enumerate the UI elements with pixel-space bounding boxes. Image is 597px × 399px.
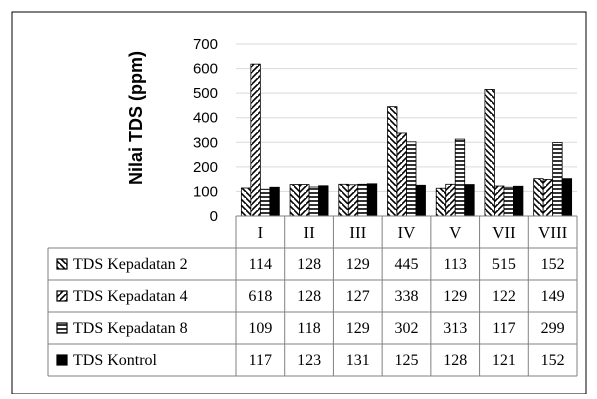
bar bbox=[503, 186, 514, 217]
bar bbox=[494, 185, 505, 217]
data-label: 128 bbox=[297, 288, 321, 305]
y-tick-label: 700 bbox=[193, 36, 218, 53]
legend-swatch bbox=[56, 258, 68, 270]
category-label: VII bbox=[492, 223, 516, 242]
y-tick-label: 100 bbox=[193, 183, 218, 200]
legend-swatch bbox=[56, 322, 68, 334]
y-tick-label: 300 bbox=[193, 134, 218, 151]
bar bbox=[484, 89, 495, 217]
data-label: 122 bbox=[492, 288, 516, 305]
y-tick-label: 0 bbox=[210, 208, 218, 225]
bar bbox=[240, 187, 252, 217]
y-tick-label: 600 bbox=[193, 61, 218, 78]
legend-swatch bbox=[56, 354, 68, 366]
bars bbox=[240, 63, 573, 217]
category-label: I bbox=[258, 223, 264, 242]
data-label: 125 bbox=[395, 352, 419, 369]
bar bbox=[366, 183, 378, 217]
data-label: 338 bbox=[395, 288, 419, 305]
y-tick-label: 400 bbox=[193, 110, 218, 127]
bar bbox=[338, 183, 349, 217]
data-label: 515 bbox=[492, 256, 516, 273]
data-label: 149 bbox=[541, 288, 565, 305]
bar bbox=[561, 178, 573, 217]
bar bbox=[289, 184, 300, 217]
data-label: 152 bbox=[541, 256, 565, 273]
y-tick-label: 500 bbox=[193, 85, 218, 102]
y-tick-label: 200 bbox=[193, 159, 218, 176]
series-name: TDS Kepadatan 8 bbox=[73, 320, 188, 337]
data-label: 129 bbox=[443, 288, 467, 305]
data-label: 618 bbox=[248, 288, 272, 305]
data-label: 445 bbox=[395, 256, 419, 273]
data-label: 121 bbox=[492, 352, 516, 369]
category-label: IV bbox=[398, 223, 417, 242]
bar bbox=[396, 132, 407, 217]
category-label: VIII bbox=[538, 223, 568, 242]
bar bbox=[415, 184, 426, 217]
category-label: II bbox=[303, 223, 315, 242]
y-axis-ticks: 0 100 200 300 400 500 600 700 bbox=[193, 36, 218, 225]
bar bbox=[435, 187, 447, 217]
data-label: 117 bbox=[492, 320, 515, 337]
bar bbox=[250, 63, 261, 217]
bar bbox=[357, 183, 368, 217]
category-label: III bbox=[349, 223, 366, 242]
series-name: TDS Kepadatan 4 bbox=[73, 288, 188, 305]
series-name: TDS Kepadatan 2 bbox=[73, 256, 188, 273]
data-label: 117 bbox=[249, 352, 272, 369]
data-label: 129 bbox=[346, 320, 370, 337]
bar bbox=[308, 186, 319, 217]
data-label: 313 bbox=[443, 320, 467, 337]
bar bbox=[542, 178, 554, 217]
data-label: 113 bbox=[444, 256, 467, 273]
data-label: 109 bbox=[248, 320, 272, 337]
data-label: 299 bbox=[541, 320, 565, 337]
bar bbox=[387, 106, 398, 217]
data-label: 114 bbox=[249, 256, 272, 273]
bar bbox=[299, 184, 310, 217]
legend-swatch bbox=[56, 290, 68, 302]
bar bbox=[552, 142, 563, 217]
y-axis-label: Nilai TDS (ppm) bbox=[126, 51, 146, 185]
data-label: 128 bbox=[297, 256, 321, 273]
bar bbox=[464, 184, 475, 217]
data-label: 123 bbox=[297, 352, 321, 369]
data-label: 118 bbox=[297, 320, 320, 337]
bar bbox=[406, 141, 417, 217]
bar bbox=[318, 185, 329, 217]
data-label: 302 bbox=[395, 320, 419, 337]
series-name: TDS Kontrol bbox=[73, 352, 158, 369]
bar bbox=[347, 184, 359, 217]
category-label: V bbox=[449, 223, 462, 242]
bar bbox=[513, 185, 524, 217]
data-label: 127 bbox=[346, 288, 370, 305]
bar bbox=[533, 178, 544, 217]
bar bbox=[454, 138, 466, 217]
data-label: 131 bbox=[346, 352, 370, 369]
bar bbox=[445, 183, 456, 217]
bar bbox=[269, 186, 280, 217]
bar bbox=[259, 188, 271, 217]
data-label: 152 bbox=[541, 352, 565, 369]
data-label: 128 bbox=[443, 352, 467, 369]
data-label: 129 bbox=[346, 256, 370, 273]
